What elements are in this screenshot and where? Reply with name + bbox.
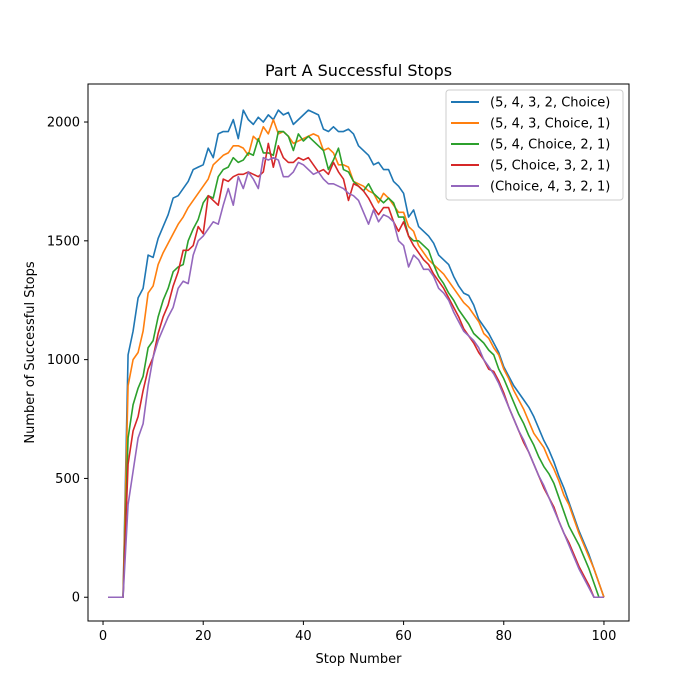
- legend-box: [445, 89, 624, 201]
- legend-label: (5, 4, 3, Choice, 1): [490, 117, 610, 132]
- legend-label: (5, 4, Choice, 2, 1): [490, 138, 610, 153]
- legend-label: (5, Choice, 3, 2, 1): [490, 159, 610, 174]
- y-tick-label: 0: [72, 591, 80, 606]
- y-axis: 0 500 1000 1500 2000: [47, 116, 88, 606]
- legend: (5, 4, 3, 2, Choice) (5, 4, 3, Choice, 1)…: [445, 89, 624, 201]
- x-tick-label: 80: [495, 629, 512, 644]
- y-tick-label: 500: [55, 472, 80, 487]
- chart-title: Part A Successful Stops: [265, 61, 452, 80]
- series-line-1: [108, 109, 605, 599]
- x-tick-label: 40: [295, 629, 312, 644]
- y-tick-label: 1000: [47, 353, 80, 368]
- series-line-3: [108, 130, 604, 599]
- x-tick-label: 20: [195, 629, 212, 644]
- plot-lines: [108, 109, 605, 599]
- x-axis: 0 20 40 60 80 100: [99, 621, 616, 644]
- series-line-2: [108, 118, 605, 599]
- y-axis-label: Number of Successful Stops: [23, 261, 38, 443]
- y-tick-label: 1500: [47, 234, 80, 249]
- legend-label: (5, 4, 3, 2, Choice): [490, 96, 610, 111]
- x-axis-label: Stop Number: [316, 652, 403, 667]
- y-tick-label: 2000: [47, 116, 80, 131]
- x-tick-label: 100: [592, 629, 617, 644]
- series-line-5: [108, 156, 604, 599]
- plot-frame: [87, 83, 630, 622]
- x-tick-label: 60: [395, 629, 412, 644]
- x-tick-label: 0: [99, 629, 107, 644]
- series-line-4: [108, 142, 604, 599]
- legend-label: (Choice, 4, 3, 2, 1): [490, 180, 610, 195]
